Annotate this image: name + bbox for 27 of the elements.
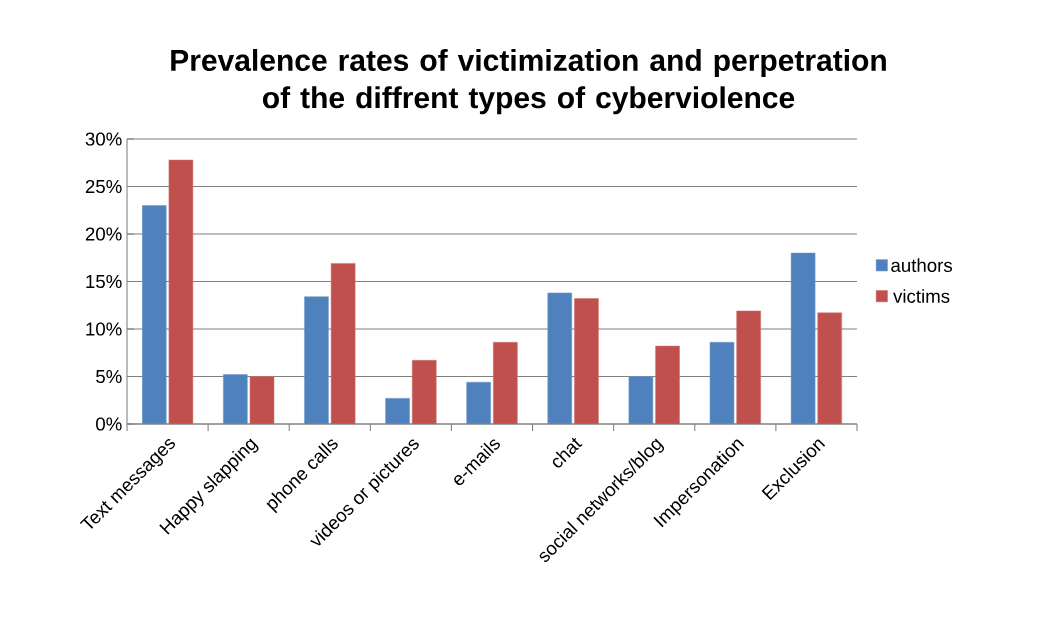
bar xyxy=(574,298,599,424)
bar xyxy=(628,376,654,424)
bar xyxy=(790,252,816,424)
y-tick-label: 30% xyxy=(85,132,122,146)
y-tick-label: 25% xyxy=(85,179,122,194)
bar xyxy=(223,374,248,424)
legend-label: victims xyxy=(893,289,950,303)
y-tick-label: 0% xyxy=(96,417,122,431)
y-tick-label: 5% xyxy=(96,369,122,384)
legend-label: authors xyxy=(891,258,953,273)
bar xyxy=(385,398,410,424)
bar xyxy=(168,159,194,424)
bar xyxy=(817,312,843,424)
chart-title: Prevalence rates of victimization and perpetration of the diffrent types of cyberviolence xyxy=(171,48,886,115)
bar xyxy=(736,310,761,424)
y-tick-label: 20% xyxy=(85,227,122,241)
bar xyxy=(655,345,680,424)
bar xyxy=(466,381,491,424)
bar xyxy=(493,342,518,424)
bar xyxy=(141,205,167,424)
bar xyxy=(709,342,735,424)
bar xyxy=(304,296,329,424)
bar xyxy=(547,292,573,424)
bar xyxy=(330,263,356,424)
bar xyxy=(411,360,437,424)
y-tick-label: 10% xyxy=(86,322,122,336)
y-tick-label: 15% xyxy=(86,274,122,289)
